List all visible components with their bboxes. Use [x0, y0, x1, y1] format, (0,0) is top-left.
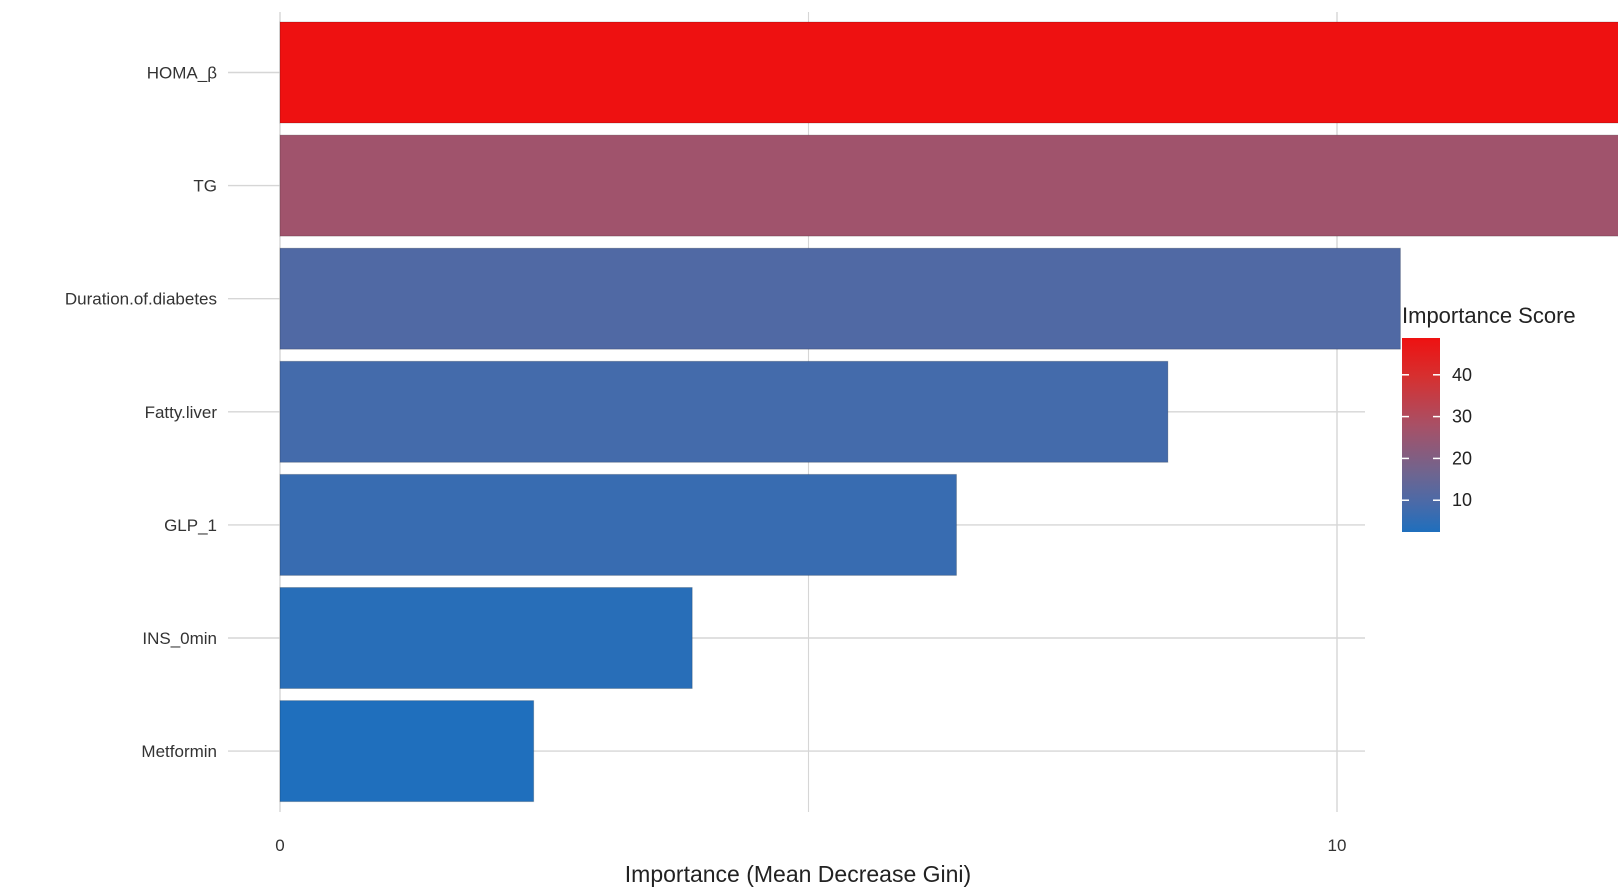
legend: Importance Score 10 20 30 40 [1402, 303, 1576, 532]
x-tick-label: 10 [1328, 836, 1347, 855]
y-tick-label: TG [193, 177, 217, 196]
legend-tick-label: 40 [1452, 365, 1472, 385]
x-tick-label: 0 [275, 836, 284, 855]
legend-ticks: 10 20 30 40 [1402, 365, 1472, 510]
legend-colorbar [1402, 338, 1440, 532]
legend-tick-label: 30 [1452, 407, 1472, 427]
bar [279, 134, 1618, 237]
y-tick-label: Duration.of.diabetes [65, 290, 217, 309]
legend-title: Importance Score [1402, 303, 1576, 328]
bars [279, 21, 1618, 803]
x-axis-labels: 01020304050 [275, 836, 1347, 855]
bar [279, 247, 1401, 350]
y-tick-label: INS_0min [142, 629, 217, 648]
bar [279, 360, 1169, 463]
legend-tick-label: 10 [1452, 490, 1472, 510]
bar [279, 21, 1618, 124]
y-tick-label: GLP_1 [164, 516, 217, 535]
y-tick-label: HOMA_β [147, 64, 217, 83]
bar [279, 700, 535, 803]
legend-tick-label: 20 [1452, 448, 1472, 468]
x-axis-title: Importance (Mean Decrease Gini) [625, 861, 971, 887]
bar [279, 587, 693, 689]
y-tick-label: Fatty.liver [145, 403, 218, 422]
y-axis-labels: HOMA_β TG Duration.of.diabetes Fatty.liver G… [65, 64, 217, 762]
y-tick-label: Metformin [141, 742, 217, 761]
bar [279, 473, 957, 576]
